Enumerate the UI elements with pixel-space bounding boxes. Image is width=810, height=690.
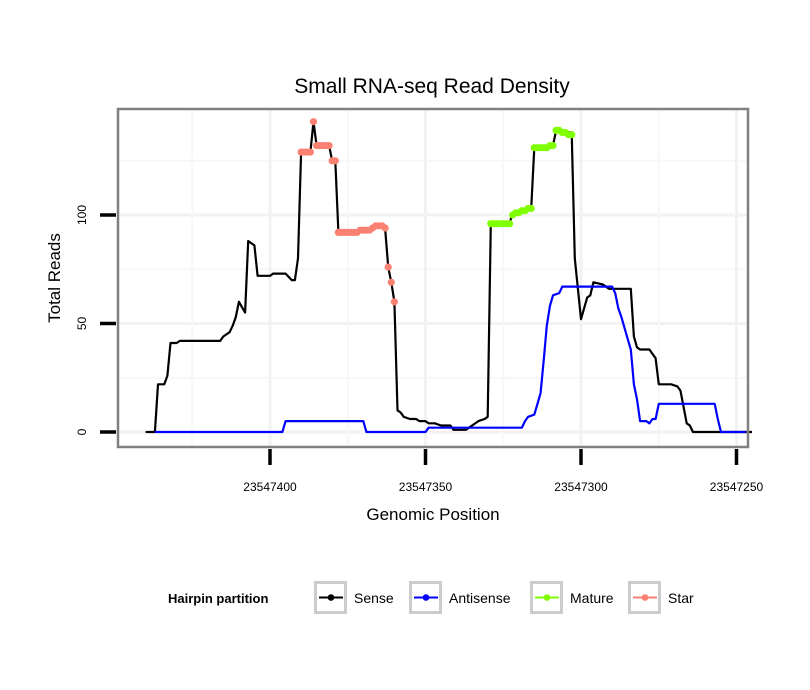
data-point-star [331, 157, 339, 165]
legend-key-point [422, 594, 430, 601]
data-point-mature [568, 131, 576, 139]
y-axis-title: Total Reads [45, 233, 64, 323]
legend-label: Mature [570, 590, 614, 606]
series-line-antisense [154, 285, 746, 434]
gridlines [118, 109, 748, 447]
y-tick-label: 50 [75, 317, 89, 331]
legend-entry-mature: Mature [530, 581, 614, 614]
data-point-star [309, 118, 318, 126]
legend-entry-antisense: Antisense [409, 581, 511, 614]
y-tick-label: 0 [75, 428, 89, 435]
legend: Hairpin partition Sense Antisense Mature St… [168, 581, 694, 614]
legend-key-point [543, 594, 551, 601]
data-point-mature [505, 220, 514, 228]
y-axis: 0 50 100 [75, 205, 116, 435]
x-tick-label: 23547400 [243, 480, 297, 494]
data-point-star [384, 263, 392, 271]
series-points [297, 118, 576, 306]
data-point-star [387, 278, 395, 286]
legend-label: Antisense [449, 590, 511, 606]
series-lines [145, 120, 752, 434]
data-point-star [325, 142, 333, 150]
panel-border [116, 107, 750, 449]
data-point-mature [549, 142, 557, 150]
legend-entry-sense: Sense [314, 581, 394, 614]
data-point-star [390, 298, 398, 306]
x-axis: 23547400 23547350 23547300 23547250 [243, 449, 764, 494]
legend-key-point [641, 594, 649, 601]
series-line-sense [145, 120, 752, 434]
legend-key-point [327, 594, 335, 601]
data-point-mature [527, 204, 535, 213]
x-tick-label: 23547300 [554, 480, 608, 494]
data-point-star [381, 224, 389, 232]
data-point-star [306, 148, 314, 156]
x-axis-title: Genomic Position [366, 505, 499, 524]
legend-label: Sense [354, 590, 394, 606]
legend-title: Hairpin partition [168, 591, 268, 606]
legend-label: Star [668, 590, 694, 606]
x-tick-label: 23547250 [710, 480, 764, 494]
panel-background [118, 109, 748, 447]
plot-panel [116, 107, 752, 449]
legend-entry-star: Star [628, 581, 694, 614]
x-tick-label: 23547350 [399, 480, 453, 494]
y-tick-label: 100 [75, 205, 89, 225]
chart-title: Small RNA-seq Read Density [294, 75, 570, 98]
